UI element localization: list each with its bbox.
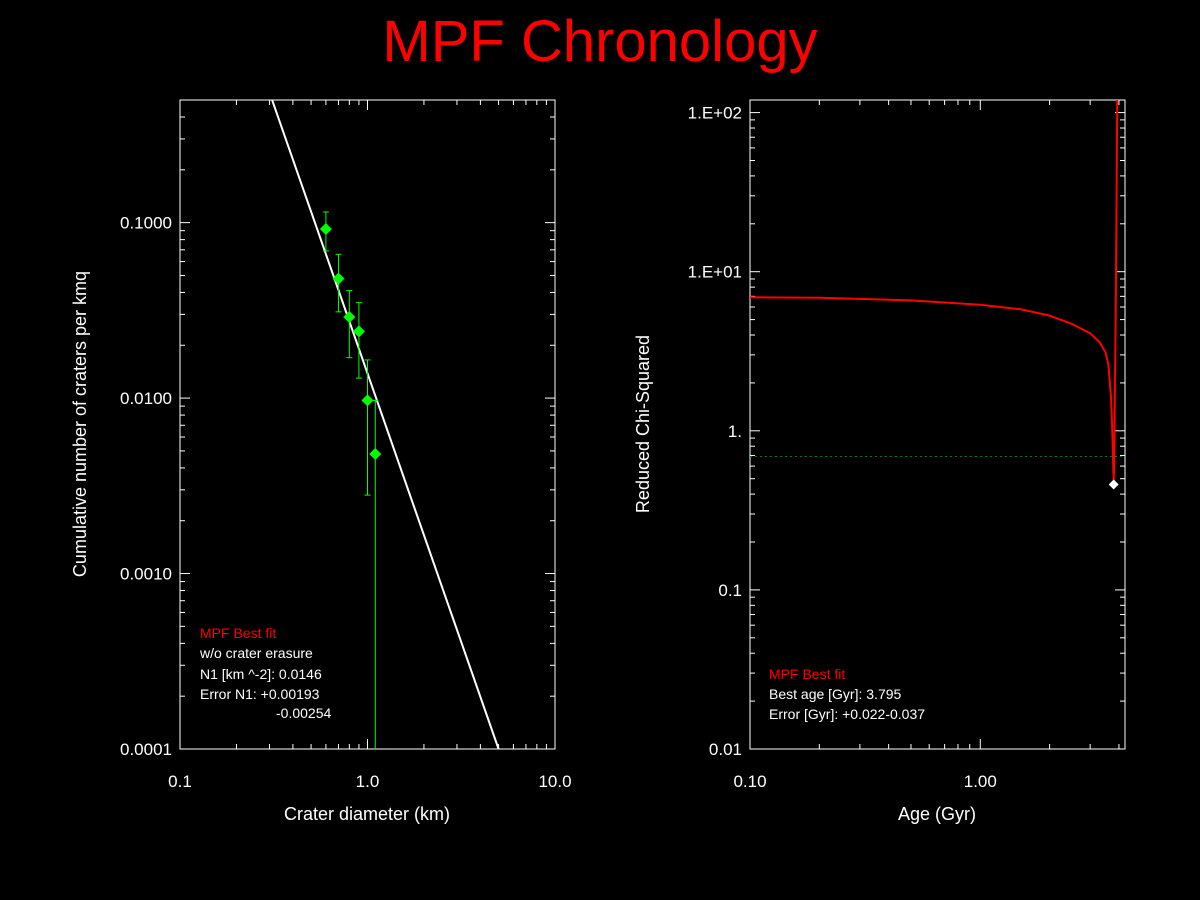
left-y-tick-label: 0.1000 bbox=[120, 214, 172, 233]
data-point-1 bbox=[332, 272, 345, 285]
chi-squared-plot: Age (Gyr) Reduced Chi-Squared MPF Best f… bbox=[633, 99, 1126, 824]
crater-size-plot: Crater diameter (km) Cumulative number o… bbox=[70, 99, 572, 824]
right-legend-line-2: Error [Gyr]: +0.022-0.037 bbox=[769, 706, 925, 722]
right-y-tick-label: 0.1 bbox=[718, 581, 742, 600]
right-legend-line-1: Best age [Gyr]: 3.795 bbox=[769, 686, 902, 702]
left-legend-line-2: N1 [km ^-2]: 0.0146 bbox=[200, 666, 322, 682]
data-point-2 bbox=[343, 310, 356, 323]
left-ylabel: Cumulative number of craters per kmq bbox=[70, 271, 90, 577]
left-legend-line-3: Error N1: +0.00193 bbox=[200, 686, 320, 702]
chi-squared-curve bbox=[750, 100, 1119, 485]
right-x-tick-label: 1.00 bbox=[964, 772, 997, 791]
data-point-4 bbox=[361, 394, 374, 407]
right-x-tick-label: 0.10 bbox=[733, 772, 766, 791]
left-legend-head: MPF Best fit bbox=[200, 625, 276, 641]
left-x-tick-label: 10.0 bbox=[538, 772, 571, 791]
data-point-5 bbox=[369, 448, 382, 461]
left-xlabel: Crater diameter (km) bbox=[284, 804, 450, 824]
best-fit-point bbox=[1108, 479, 1119, 490]
fit-line bbox=[271, 100, 500, 749]
right-ylabel: Reduced Chi-Squared bbox=[633, 335, 653, 513]
right-y-tick-label: 1.E+02 bbox=[688, 104, 742, 123]
right-plot-frame bbox=[749, 99, 1126, 750]
chart-title: MPF Chronology bbox=[382, 9, 818, 74]
left-y-tick-label: 0.0100 bbox=[120, 389, 172, 408]
right-y-tick-label: 1. bbox=[728, 422, 742, 441]
left-legend-line-4: -0.00254 bbox=[276, 705, 331, 721]
left-x-tick-label: 0.1 bbox=[168, 772, 192, 791]
left-legend-line-1: w/o crater erasure bbox=[199, 645, 313, 661]
right-xlabel: Age (Gyr) bbox=[898, 804, 976, 824]
left-x-tick-label: 1.0 bbox=[356, 772, 380, 791]
data-point-0 bbox=[319, 222, 332, 235]
left-y-tick-label: 0.0010 bbox=[120, 565, 172, 584]
right-y-tick-label: 1.E+01 bbox=[688, 263, 742, 282]
data-point-3 bbox=[352, 325, 365, 338]
left-y-tick-label: 0.0001 bbox=[120, 740, 172, 759]
right-y-tick-label: 0.01 bbox=[709, 740, 742, 759]
right-legend-head: MPF Best fit bbox=[769, 666, 845, 682]
